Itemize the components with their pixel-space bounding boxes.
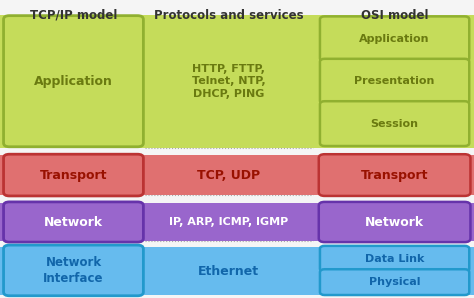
- Text: Application: Application: [359, 34, 430, 44]
- Text: Presentation: Presentation: [355, 76, 435, 86]
- Text: TCP, UDP: TCP, UDP: [197, 169, 260, 181]
- Text: Ethernet: Ethernet: [198, 265, 259, 278]
- Bar: [0, 155, 474, 195]
- FancyBboxPatch shape: [319, 154, 470, 196]
- Text: Network
Interface: Network Interface: [43, 256, 104, 285]
- Bar: [0, 203, 474, 241]
- FancyBboxPatch shape: [3, 15, 143, 147]
- FancyBboxPatch shape: [320, 101, 469, 146]
- Text: TCP/IP model: TCP/IP model: [30, 9, 117, 22]
- Text: IP, ARP, ICMP, IGMP: IP, ARP, ICMP, IGMP: [169, 217, 288, 227]
- FancyBboxPatch shape: [3, 154, 143, 196]
- Text: Transport: Transport: [40, 169, 107, 181]
- Text: Protocols and services: Protocols and services: [154, 9, 303, 22]
- Bar: [0, 247, 474, 295]
- FancyBboxPatch shape: [319, 202, 470, 242]
- FancyBboxPatch shape: [320, 269, 469, 295]
- FancyBboxPatch shape: [3, 245, 143, 296]
- FancyBboxPatch shape: [320, 59, 469, 104]
- Text: Network: Network: [44, 215, 103, 229]
- FancyBboxPatch shape: [320, 246, 469, 272]
- Text: Transport: Transport: [361, 169, 428, 181]
- Text: HTTP, FTTP,
Telnet, NTP,
DHCP, PING: HTTP, FTTP, Telnet, NTP, DHCP, PING: [192, 64, 265, 99]
- Text: Session: Session: [371, 119, 419, 129]
- Text: Physical: Physical: [369, 277, 420, 287]
- FancyBboxPatch shape: [3, 202, 143, 242]
- Text: Data Link: Data Link: [365, 254, 424, 264]
- FancyBboxPatch shape: [320, 16, 469, 61]
- Text: OSI model: OSI model: [361, 9, 428, 22]
- Text: Application: Application: [34, 75, 113, 88]
- Text: Network: Network: [365, 215, 424, 229]
- Bar: [0, 15, 474, 148]
